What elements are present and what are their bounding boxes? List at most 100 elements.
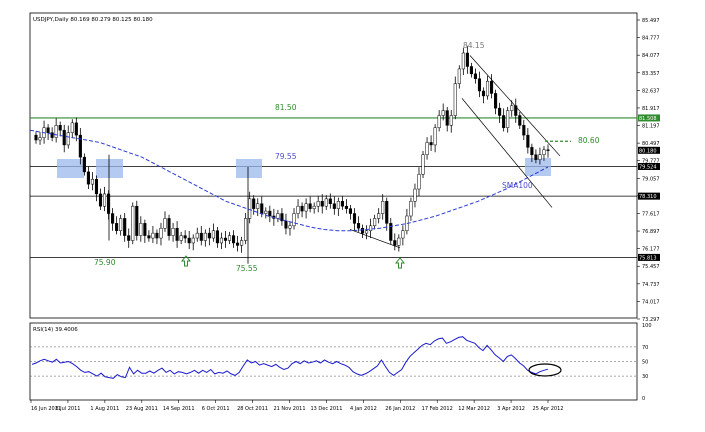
candle-body <box>223 237 228 241</box>
candle-body <box>312 205 316 209</box>
candle-body <box>477 78 482 92</box>
candle-body <box>139 223 143 236</box>
candle-body <box>296 205 300 214</box>
candle-body <box>90 178 94 185</box>
candle-body <box>304 203 308 212</box>
candle-body <box>248 198 252 219</box>
candle-body <box>50 132 54 138</box>
x-tick-label: 28 Oct 2011 <box>237 406 268 412</box>
candle-body <box>195 232 199 239</box>
candles-group <box>34 45 550 253</box>
candle-body <box>344 205 348 209</box>
candle-body <box>54 125 58 138</box>
price-tag-box <box>638 192 660 200</box>
candle-body <box>179 235 183 241</box>
x-tick-label: 13 Dec 2011 <box>310 406 342 412</box>
candle-body <box>465 52 469 67</box>
candle-body <box>518 115 522 126</box>
candle-body <box>336 201 340 209</box>
support-zone-box <box>236 159 262 178</box>
price-tag-box <box>638 162 660 170</box>
candle-body <box>231 235 236 244</box>
x-tick-label: 6 Oct 2011 <box>202 406 230 412</box>
candle-body <box>377 213 381 219</box>
candle-body <box>413 188 417 202</box>
candle-body <box>183 235 187 239</box>
channel-upper-line <box>469 55 561 157</box>
y-tick-label: 81.917 <box>642 106 660 112</box>
up-arrow-icon <box>394 257 406 269</box>
candle-body <box>481 90 486 97</box>
candle-body <box>135 205 139 236</box>
candle-body <box>119 218 123 231</box>
price-tag-box <box>638 114 660 122</box>
price-tag-box <box>638 253 660 261</box>
candle-body <box>276 213 280 219</box>
x-tick-label: 14 Sep 2011 <box>163 406 195 412</box>
price-tag-label: 75.813 <box>639 255 657 261</box>
x-tick-label: 25 Apr 2012 <box>533 406 564 412</box>
candle-body <box>38 137 42 141</box>
candle-body <box>324 198 328 207</box>
candle-body <box>74 122 78 136</box>
candle-body <box>397 237 401 246</box>
price-tag-label: 79.524 <box>639 164 657 170</box>
annotation-label: 80.60 <box>578 136 600 145</box>
channel-lower-line <box>461 98 553 208</box>
rsi-panel-frame <box>29 322 638 401</box>
annotation-label: 75.55 <box>236 264 258 273</box>
rsi-tick-label: 0 <box>642 396 645 402</box>
candle-body <box>530 147 534 155</box>
candle-body <box>514 105 518 116</box>
candle-body <box>163 218 167 229</box>
candle-body <box>155 232 159 239</box>
candle-body <box>546 149 550 151</box>
y-tick-label: 79.777 <box>642 159 660 165</box>
support-zone-box <box>96 159 123 178</box>
y-tick-label: 77.617 <box>642 211 660 217</box>
support-zone-box <box>525 158 551 176</box>
candle-body <box>356 223 361 229</box>
candle-body <box>86 171 90 185</box>
y-tick-label: 75.457 <box>642 264 660 270</box>
candle-body <box>252 198 256 209</box>
candle-body <box>421 154 425 175</box>
candle-body <box>526 134 530 148</box>
candle-body <box>264 210 268 214</box>
price-tag-label: 78.310 <box>639 194 657 200</box>
candle-body <box>34 134 38 141</box>
candle-body <box>506 110 510 129</box>
candle-body <box>151 232 155 239</box>
candle-body <box>107 193 111 214</box>
candle-body <box>300 205 304 212</box>
candle-body <box>502 115 506 129</box>
y-tick-label: 84.077 <box>642 53 660 59</box>
y-tick-label: 82.637 <box>642 88 660 94</box>
candle-body <box>401 230 405 239</box>
candle-body <box>127 235 131 241</box>
y-tick-label: 84.777 <box>642 36 660 42</box>
candle-body <box>284 220 288 229</box>
candle-body <box>46 127 50 133</box>
rsi-header: RSI(14) 39.4006 <box>33 327 78 333</box>
main-panel-frame <box>29 12 638 319</box>
candle-body <box>199 232 203 241</box>
rsi-tick-label: 100 <box>642 323 652 329</box>
candle-body <box>340 201 344 207</box>
candle-body <box>534 154 538 160</box>
y-tick-label: 81.197 <box>642 124 660 130</box>
annotation-label: 79.55 <box>275 152 297 161</box>
candle-body <box>385 201 389 224</box>
candle-body <box>167 218 171 236</box>
candle-body <box>461 52 465 70</box>
candle-body <box>352 213 357 224</box>
candle-body <box>445 110 449 126</box>
candle-body <box>393 240 397 246</box>
x-tick-label: 17 Feb 2012 <box>422 406 453 412</box>
candle-body <box>522 125 526 136</box>
rsi-tick-label: 50 <box>642 360 648 366</box>
candle-body <box>268 210 272 217</box>
candle-body <box>538 154 542 160</box>
candle-body <box>361 227 365 234</box>
candle-body <box>449 115 453 126</box>
